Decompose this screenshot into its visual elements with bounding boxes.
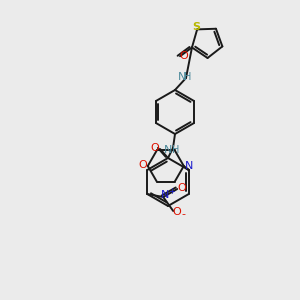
Text: O: O — [173, 207, 182, 217]
Text: O: O — [178, 183, 187, 193]
Text: H: H — [172, 145, 180, 155]
Text: N: N — [161, 190, 170, 200]
Text: O: O — [138, 160, 147, 170]
Text: O: O — [151, 143, 160, 153]
Text: N: N — [164, 145, 172, 155]
Text: -: - — [181, 209, 185, 219]
Text: O: O — [180, 51, 188, 61]
Text: S: S — [192, 22, 200, 32]
Text: H: H — [184, 72, 192, 82]
Text: +: + — [168, 187, 175, 196]
Text: N: N — [184, 161, 193, 171]
Text: N: N — [178, 72, 186, 82]
